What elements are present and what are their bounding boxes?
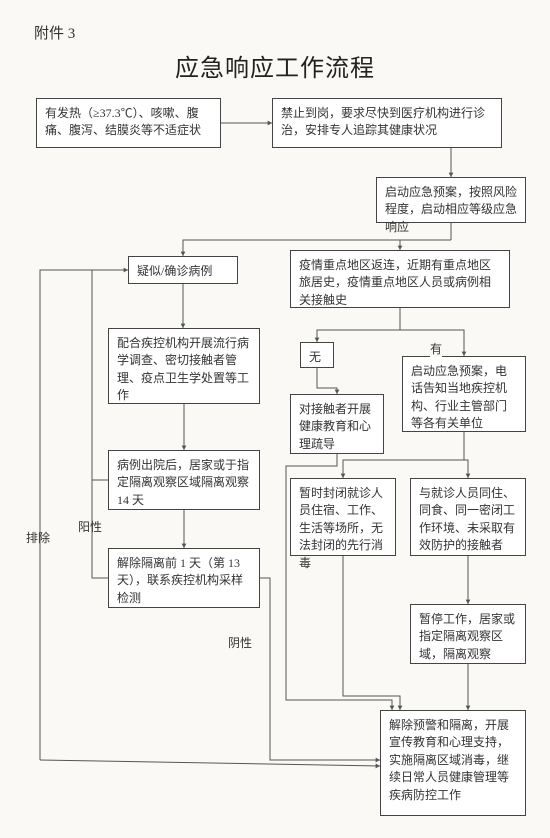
node-symptoms: 有发热（≥37.3℃）、咳嗽、腹痛、腹泻、结膜炎等不适症状 xyxy=(36,98,221,148)
attachment-label: 附件 3 xyxy=(34,22,75,43)
node-discharge-observe: 病例出院后，居家或于指定隔离观察区域隔离观察 14 天 xyxy=(108,450,260,510)
label-negative: 阴性 xyxy=(228,634,252,651)
page-title: 应急响应工作流程 xyxy=(0,48,550,83)
label-positive: 阳性 xyxy=(78,518,102,535)
node-suspected-confirmed: 疑似/确诊病例 xyxy=(128,256,238,284)
node-sampling-test: 解除隔离前 1 天（第 13 天），联系疾控机构采样检测 xyxy=(108,548,260,608)
node-health-education: 对接触者开展健康教育和心理疏导 xyxy=(290,394,384,454)
node-close-contacts: 与就诊人员同住、同食、同一密闭工作环境、未采取有效防护的接触者 xyxy=(410,478,526,556)
node-notify-cdc: 启动应急预案，电话告知当地疾控机构、行业主管部门等各有关单位 xyxy=(402,356,526,432)
node-epidemic-area: 疫情重点地区返连，近期有重点地区旅居史，疫情重点地区人员或病例相关接触史 xyxy=(290,250,510,308)
node-no-label: 无 xyxy=(300,342,334,368)
node-activate-plan: 启动应急预案，按照风险程度，启动相应等级应急响应 xyxy=(376,177,526,223)
node-suspend-observe: 暂停工作，居家或指定隔离观察区域，隔离观察 xyxy=(410,604,526,664)
label-yes: 有 xyxy=(430,340,442,357)
node-lift-continue: 解除预警和隔离，开展宣传教育和心理支持，实施隔离区域消毒，继续日常人员健康管理等… xyxy=(380,710,526,816)
node-seal-disinfect: 暂时封闭就诊人员住宿、工作、生活等场所，无法封闭的先行消毒 xyxy=(290,478,396,556)
node-prohibit-work: 禁止到岗，要求尽快到医疗机构进行诊治，安排专人追踪其健康状况 xyxy=(272,98,502,148)
node-epidemiology: 配合疾控机构开展流行病学调查、密切接触者管理、疫点卫生学处置等工作 xyxy=(108,328,260,404)
label-exclude: 排除 xyxy=(26,529,50,546)
